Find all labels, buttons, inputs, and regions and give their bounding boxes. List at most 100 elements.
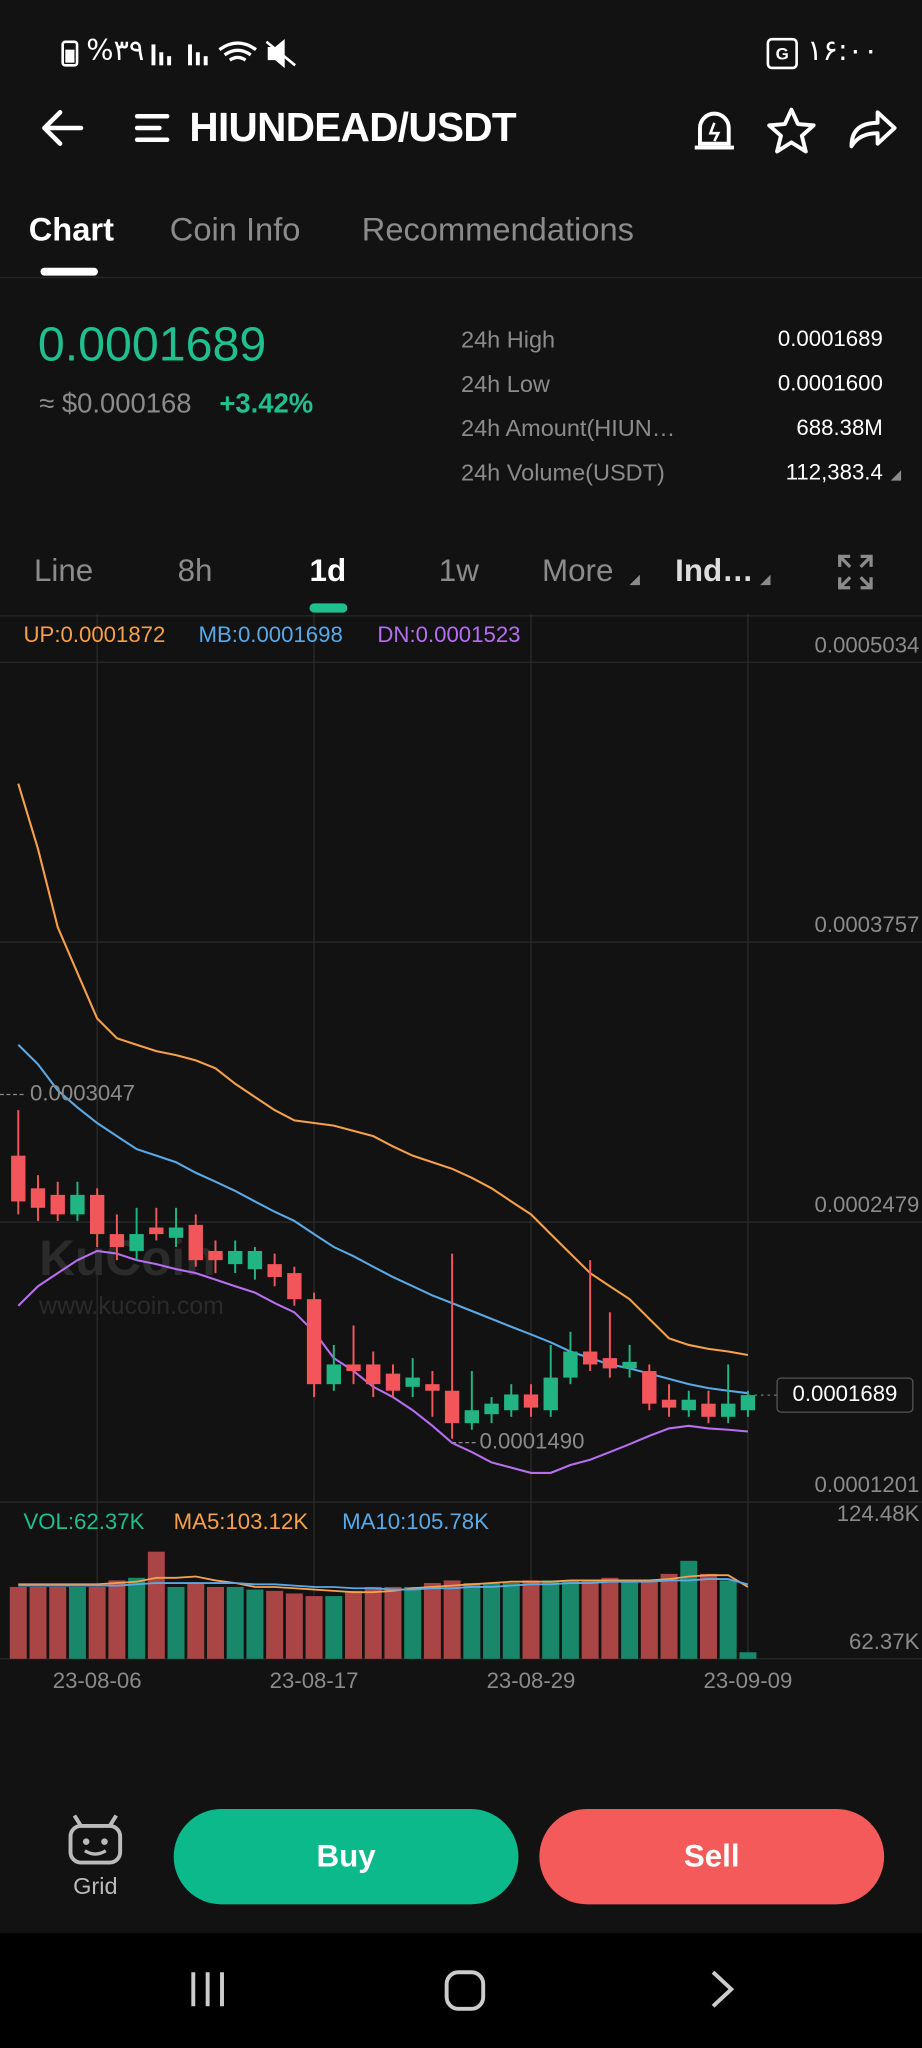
low-label: 0.0001490 (480, 1428, 585, 1453)
candle-body (168, 1227, 184, 1238)
clock: ۱۶:۰۰ (807, 35, 879, 68)
candle-body (701, 1403, 716, 1417)
volume-bar (167, 1586, 185, 1659)
candle-body (385, 1373, 401, 1391)
volume-bar (147, 1551, 165, 1659)
fullscreen-button[interactable] (836, 552, 875, 591)
volume-bar (483, 1583, 501, 1659)
candle-body (247, 1250, 263, 1270)
volume-bar (561, 1580, 579, 1659)
candle-body (504, 1394, 519, 1411)
y-tick-label: 0.0002479 (815, 1192, 920, 1217)
back-button[interactable] (37, 104, 89, 151)
volume-bar (29, 1586, 47, 1659)
timeframe-tab[interactable]: More (541, 553, 614, 590)
stat-value: 0.0001600 (777, 370, 883, 396)
candle-body (366, 1364, 381, 1385)
candle-body (740, 1395, 756, 1411)
volume-bar (206, 1586, 224, 1659)
candle-body (444, 1390, 460, 1424)
x-tick-label: 23-08-06 (53, 1668, 142, 1693)
candle-body (129, 1234, 144, 1251)
back-nav-button[interactable] (711, 1970, 735, 2008)
home-button[interactable] (444, 1970, 486, 2011)
volume-bar (88, 1586, 106, 1659)
timeframe-tab[interactable]: 1d (309, 553, 347, 590)
candle-body (306, 1299, 322, 1385)
translate-icon: G (766, 37, 798, 70)
price-change: +3.42% (219, 389, 314, 420)
tab[interactable]: Coin Info (169, 211, 301, 249)
volume-bar (522, 1580, 540, 1659)
signal-icons (151, 44, 208, 66)
candle-body (681, 1399, 696, 1411)
timeframe-indicator (309, 603, 348, 613)
candle-body (228, 1250, 243, 1265)
volume-bar (226, 1586, 244, 1659)
volume-bar (305, 1596, 323, 1659)
legend-item: MB:0.0001698 (199, 622, 343, 647)
mute-icon (265, 39, 296, 69)
volume-bar (364, 1586, 382, 1659)
timeframe-tab[interactable]: 8h (177, 553, 213, 590)
candle-body (405, 1377, 420, 1387)
grid-icon[interactable] (65, 1813, 125, 1865)
share-button[interactable] (849, 110, 897, 149)
candle-body (425, 1384, 440, 1391)
legend-item: UP:0.0001872 (24, 622, 166, 647)
candle-body (523, 1394, 539, 1408)
grid-label[interactable]: Grid (73, 1872, 118, 1900)
battery-text: %۳۹ (86, 35, 145, 68)
stat-label: 24h Volume(USDT) (461, 459, 665, 486)
tab[interactable]: Recommendations (361, 211, 634, 249)
candle-body (661, 1399, 677, 1408)
candle-body (582, 1351, 598, 1365)
volume-ma-line (18, 1574, 749, 1594)
x-tick-label: 23-08-29 (487, 1668, 576, 1693)
volume-bar (502, 1583, 520, 1659)
recent-apps-button[interactable] (191, 1972, 224, 2007)
candle-body (326, 1364, 341, 1385)
stat-label: 24h Low (461, 370, 550, 398)
volume-bar (699, 1573, 717, 1659)
candle-body (622, 1361, 637, 1369)
alert-button[interactable] (694, 111, 734, 150)
favorite-button[interactable] (767, 107, 816, 154)
candle-body (208, 1250, 223, 1261)
y-tick-label: 0.0005034 (815, 632, 920, 657)
volume-bar (266, 1590, 284, 1659)
tab[interactable]: Chart (28, 211, 115, 249)
volume-bar (187, 1583, 205, 1659)
timeframe-tab[interactable]: Line (33, 553, 94, 590)
pair-title: HIUNDEAD/USDT (189, 104, 517, 151)
volume-bar (108, 1580, 126, 1659)
buy-button[interactable]: Buy (173, 1808, 519, 1905)
volume-bar (345, 1590, 363, 1659)
volume-bar (621, 1580, 639, 1659)
status-icons (61, 39, 296, 69)
stat-value: 0.0001689 (777, 326, 883, 352)
volume-bar (739, 1652, 757, 1659)
volume-bar (680, 1560, 698, 1659)
volume-bar (443, 1580, 461, 1659)
volume-bar (9, 1586, 27, 1659)
divider (0, 615, 922, 617)
volume-max-label: 124.48K (837, 1501, 920, 1526)
volume-bar (285, 1593, 303, 1659)
sell-button[interactable]: Sell (539, 1808, 885, 1905)
high-label: 0.0003047 (30, 1080, 135, 1105)
timeframe-tab[interactable]: Ind… (675, 553, 754, 590)
candle-body (563, 1351, 578, 1378)
volume-bar (384, 1586, 402, 1659)
dropdown-icon (760, 574, 771, 586)
volume-bar (423, 1583, 441, 1659)
x-tick-label: 23-08-17 (270, 1668, 359, 1693)
candle-body (30, 1188, 46, 1208)
legend-item: DN:0.0001523 (377, 622, 520, 647)
timeframe-tab[interactable]: 1w (438, 553, 479, 590)
menu-button[interactable] (133, 110, 172, 149)
stat-value: 688.38M (796, 415, 883, 441)
volume-bar (325, 1596, 343, 1659)
volume-bar (581, 1580, 599, 1659)
